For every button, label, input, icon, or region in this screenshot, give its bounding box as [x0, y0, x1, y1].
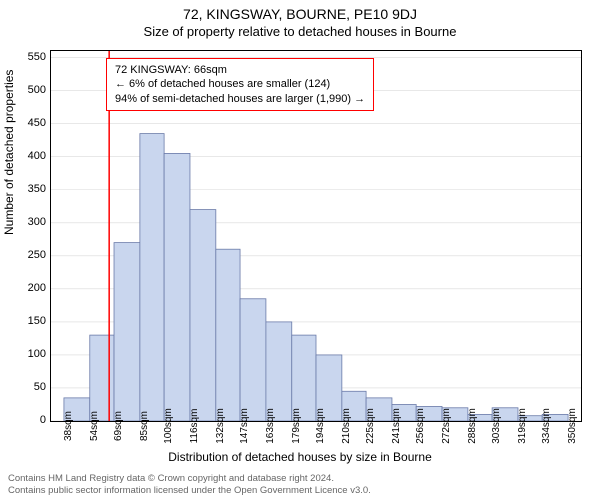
x-tick-label: 334sqm	[541, 408, 552, 444]
y-tick-label: 500	[28, 84, 46, 96]
x-tick-label: 288sqm	[467, 408, 478, 444]
y-tick-label: 50	[34, 381, 46, 393]
annotation-line-2: ← 6% of detached houses are smaller (124…	[115, 77, 365, 91]
x-tick-label: 225sqm	[365, 408, 376, 444]
x-tick-label: 38sqm	[63, 411, 74, 441]
x-tick-label: 147sqm	[239, 408, 250, 444]
y-tick-label: 350	[28, 183, 46, 195]
y-axis-label: Number of detached properties	[2, 70, 16, 235]
x-tick-label: 163sqm	[265, 408, 276, 444]
x-axis-label: Distribution of detached houses by size …	[0, 450, 600, 464]
footer-line-1: Contains HM Land Registry data © Crown c…	[8, 473, 371, 484]
annotation-line-1: 72 KINGSWAY: 66sqm	[115, 63, 365, 77]
x-tick-label: 350sqm	[567, 408, 578, 444]
x-tick-label: 100sqm	[163, 408, 174, 444]
x-tick-label: 256sqm	[415, 408, 426, 444]
y-tick-label: 200	[28, 282, 46, 294]
x-tick-label: 132sqm	[215, 408, 226, 444]
footer-note: Contains HM Land Registry data © Crown c…	[8, 473, 371, 496]
x-tick-label: 194sqm	[315, 408, 326, 444]
x-tick-label: 69sqm	[113, 411, 124, 441]
x-tick-label: 85sqm	[139, 411, 150, 441]
chart-container: 72, KINGSWAY, BOURNE, PE10 9DJ Size of p…	[0, 0, 600, 500]
annotation-box: 72 KINGSWAY: 66sqm ← 6% of detached hous…	[106, 58, 374, 111]
y-tick-label: 400	[28, 150, 46, 162]
x-tick-label: 116sqm	[189, 409, 200, 444]
x-tick-label: 272sqm	[441, 408, 452, 444]
y-tick-label: 100	[28, 348, 46, 360]
y-tick-label: 250	[28, 249, 46, 261]
x-tick-label: 179sqm	[291, 408, 302, 444]
x-tick-label: 303sqm	[491, 408, 502, 444]
annotation-line-3: 94% of semi-detached houses are larger (…	[115, 92, 365, 106]
chart-title: 72, KINGSWAY, BOURNE, PE10 9DJ	[0, 0, 600, 22]
x-tick-label: 241sqm	[391, 408, 402, 444]
x-tick-label: 319sqm	[517, 408, 528, 444]
y-tick-label: 150	[28, 315, 46, 327]
y-tick-label: 550	[28, 51, 46, 63]
y-tick-label: 450	[28, 117, 46, 129]
x-tick-label: 54sqm	[89, 411, 100, 441]
x-tick-label: 210sqm	[341, 408, 352, 444]
footer-line-2: Contains public sector information licen…	[8, 485, 371, 496]
y-tick-label: 300	[28, 216, 46, 228]
y-tick-label: 0	[40, 414, 46, 426]
chart-subtitle: Size of property relative to detached ho…	[0, 22, 600, 39]
